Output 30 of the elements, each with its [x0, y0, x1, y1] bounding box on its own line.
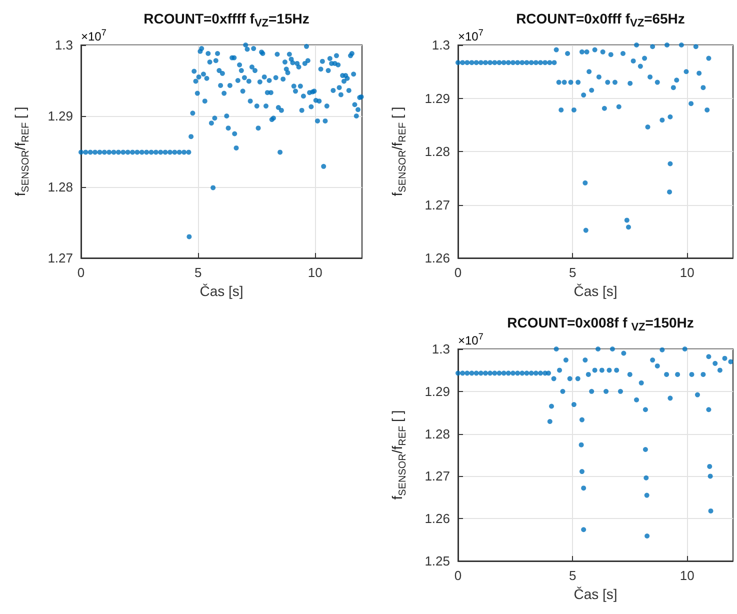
y-tick-label: 1.3 — [432, 38, 450, 52]
x-tick-label: 10 — [680, 265, 694, 280]
y-tick-label: 1.3 — [54, 38, 73, 52]
x-axis-title: Čas [s] — [200, 283, 244, 299]
y-tick-label: 1.26 — [424, 250, 450, 266]
x-tick-label: 10 — [680, 568, 694, 583]
y-tick-label: 1.29 — [48, 108, 73, 124]
x-axis-title: Čas [s] — [574, 283, 618, 299]
y-axis-title: fSENSOR/fREF [ ] — [389, 410, 408, 500]
y-tick-label: 1.27 — [424, 197, 450, 212]
y-tick-label: 1.27 — [48, 250, 73, 266]
x-tick-label: 5 — [194, 265, 202, 280]
y-tick-label: 1.28 — [424, 426, 450, 442]
y-tick-label: 1.28 — [424, 144, 450, 159]
y-tick-label: 1.29 — [424, 384, 450, 399]
x-tick-label: 5 — [568, 568, 576, 583]
y-tick-label: 1.3 — [432, 342, 450, 356]
y-axis-title: fSENSOR/fREF [ ] — [12, 106, 32, 196]
y-tick-label: 1.29 — [424, 90, 450, 106]
x-tick-label: 0 — [77, 265, 85, 280]
x-axis-title: Čas [s] — [574, 586, 618, 602]
y-axis-title: fSENSOR/fREF [ ] — [389, 106, 408, 196]
x-tick-label: 0 — [454, 568, 462, 583]
y-tick-label: 1.26 — [424, 511, 450, 526]
y-tick-label: 1.27 — [424, 468, 450, 484]
x-tick-label: 10 — [308, 265, 322, 280]
x-tick-label: 5 — [568, 265, 576, 280]
x-tick-label: 0 — [454, 265, 462, 280]
y-tick-label: 1.25 — [424, 554, 450, 568]
y-tick-label: 1.28 — [48, 180, 73, 194]
